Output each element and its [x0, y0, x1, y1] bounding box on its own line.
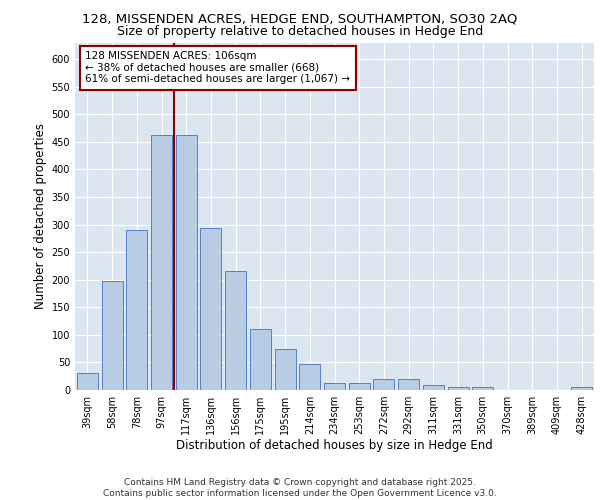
Bar [176, 135, 197, 390]
Bar [250, 330, 271, 390]
X-axis label: Distribution of detached houses by size in Hedge End: Distribution of detached houses by size … [176, 438, 493, 452]
Bar [151, 135, 172, 390]
Bar [126, 230, 147, 390]
Text: Contains HM Land Registry data © Crown copyright and database right 2025.
Contai: Contains HM Land Registry data © Crown c… [103, 478, 497, 498]
Bar [77, 374, 98, 390]
Text: 128, MISSENDEN ACRES, HEDGE END, SOUTHAMPTON, SO30 2AQ: 128, MISSENDEN ACRES, HEDGE END, SOUTHAM… [82, 12, 518, 26]
Bar [571, 387, 592, 390]
Bar [472, 387, 493, 390]
Bar [324, 383, 345, 390]
Bar [101, 282, 122, 390]
Bar [398, 379, 419, 390]
Bar [448, 387, 469, 390]
Bar [225, 272, 246, 390]
Text: Size of property relative to detached houses in Hedge End: Size of property relative to detached ho… [117, 25, 483, 38]
Bar [200, 228, 221, 390]
Y-axis label: Number of detached properties: Number of detached properties [34, 123, 47, 309]
Bar [423, 385, 444, 390]
Bar [373, 379, 394, 390]
Bar [275, 348, 296, 390]
Bar [299, 364, 320, 390]
Bar [349, 383, 370, 390]
Text: 128 MISSENDEN ACRES: 106sqm
← 38% of detached houses are smaller (668)
61% of se: 128 MISSENDEN ACRES: 106sqm ← 38% of det… [85, 51, 350, 84]
